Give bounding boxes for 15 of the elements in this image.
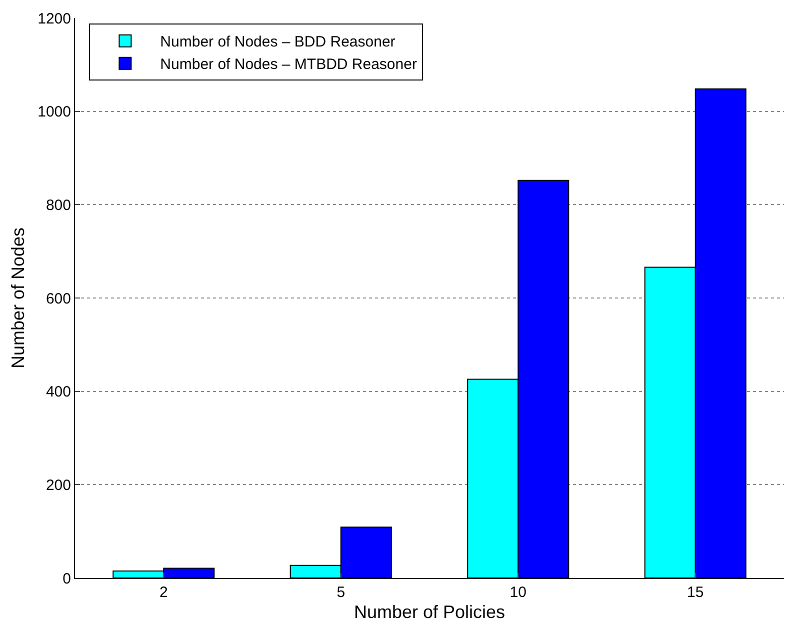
y-tick-label: 1200	[38, 10, 71, 28]
y-tick-label: 800	[46, 196, 71, 214]
x-tick-label: 15	[687, 584, 704, 601]
x-tick-label: 10	[510, 584, 526, 601]
x-tick-label: 2	[159, 584, 168, 601]
y-tick-label: 0	[62, 570, 71, 588]
y-tick-label: 200	[46, 476, 71, 494]
y-axis-title: Number of Nodes	[8, 227, 28, 369]
legend-label: Number of Nodes – MTBDD Reasoner	[160, 56, 417, 74]
legend-label: Number of Nodes – BDD Reasoner	[160, 34, 396, 51]
y-tick-label: 1000	[38, 104, 71, 121]
x-tick-label: 5	[336, 584, 346, 601]
y-tick-label: 400	[46, 384, 71, 401]
x-axis-title: Number of Policies	[354, 602, 506, 622]
y-tick-label: 600	[46, 290, 71, 308]
